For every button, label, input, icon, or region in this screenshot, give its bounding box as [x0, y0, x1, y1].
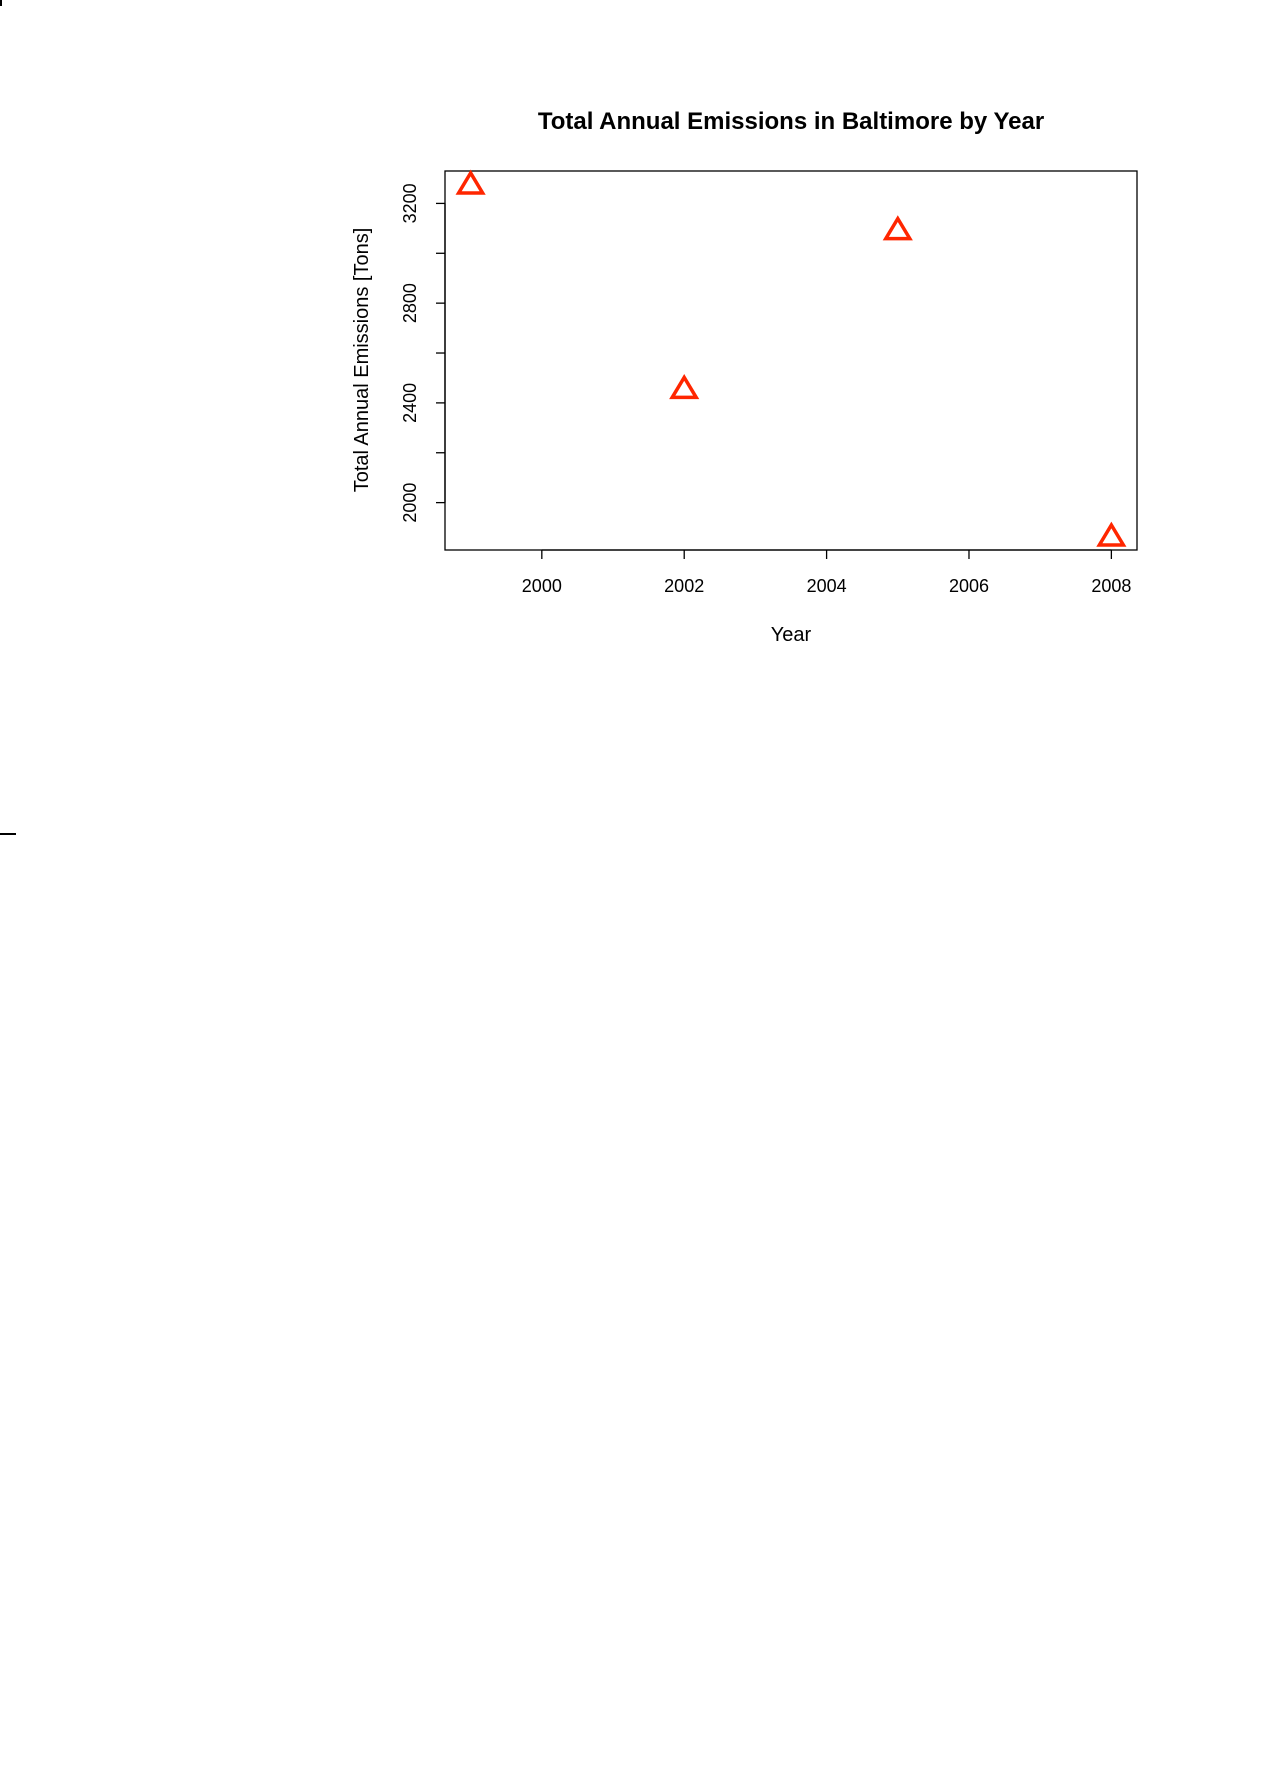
- x-tick-label: 2002: [664, 576, 704, 596]
- y-axis: 2000 2400 2800 3200: [400, 183, 446, 523]
- data-point: [669, 374, 700, 400]
- chart-title: Total Annual Emissions in Baltimore by Y…: [538, 108, 1044, 135]
- x-axis: 2000 2002 2004 2006 2008: [522, 549, 1131, 596]
- x-tick-label: 2000: [522, 576, 562, 596]
- x-tick-label: 2006: [949, 576, 989, 596]
- y-tick-label: 2800: [400, 283, 420, 323]
- data-point: [882, 215, 913, 241]
- y-tick-label: 2000: [400, 483, 420, 523]
- data-point: [455, 169, 486, 195]
- data-point: [1096, 521, 1127, 547]
- y-axis-label: Total Annual Emissions [Tons]: [351, 228, 373, 493]
- x-tick-label: 2004: [807, 576, 847, 596]
- y-tick-label: 2400: [400, 383, 420, 423]
- x-axis-label: Year: [771, 624, 812, 646]
- x-tick-label: 2008: [1091, 576, 1131, 596]
- data-points: [455, 169, 1127, 547]
- y-tick-label: 3200: [400, 183, 420, 223]
- plot-frame: [444, 170, 1138, 551]
